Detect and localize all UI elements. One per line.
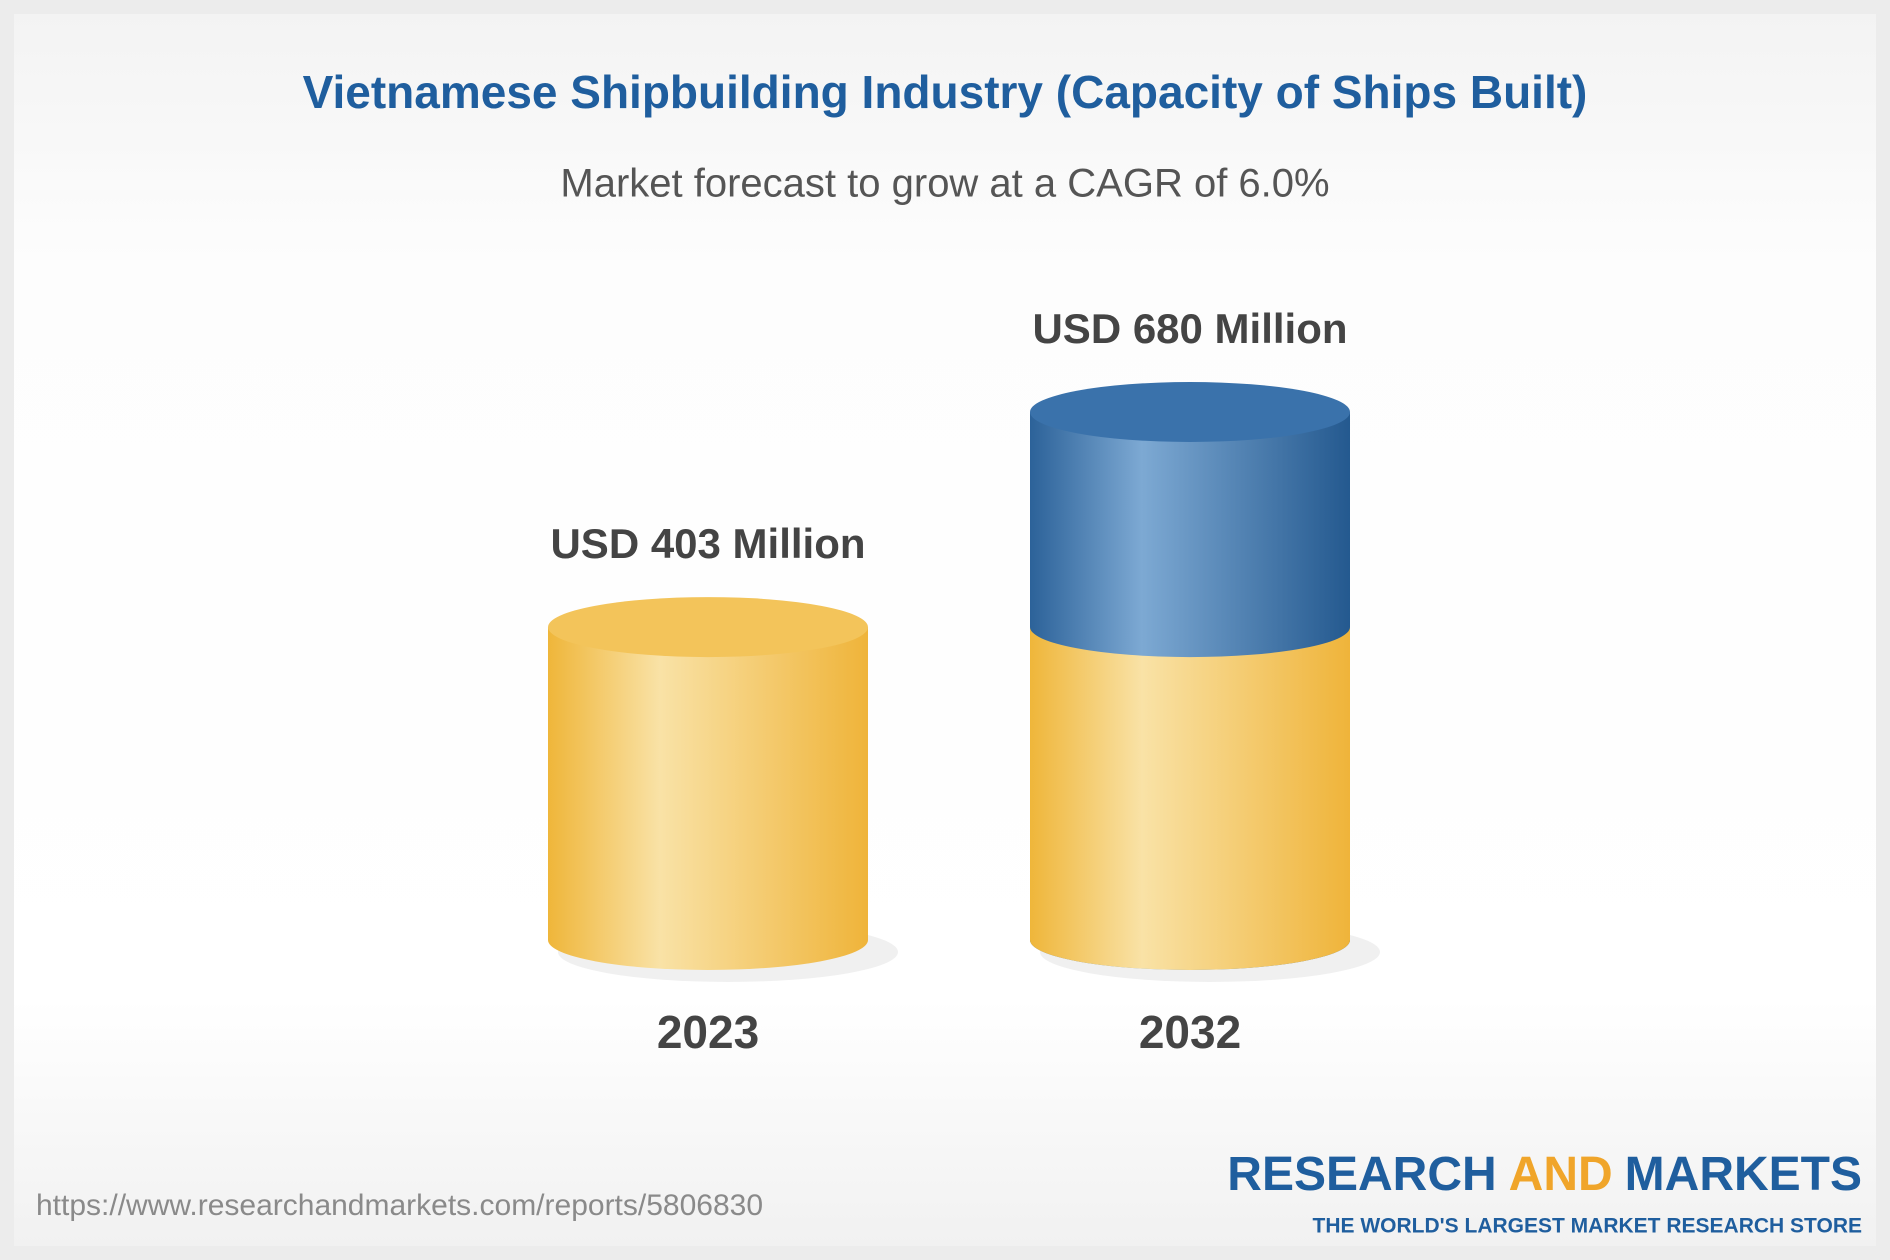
brand-part: AND: [1509, 1148, 1613, 1201]
chart-subtitle: Market forecast to grow at a CAGR of 6.0…: [560, 162, 1329, 206]
x-tick-label: 2032: [1139, 1006, 1241, 1058]
brand-part: MARKETS: [1625, 1148, 1862, 1201]
card: [14, 14, 1876, 1246]
value-label: USD 403 Million: [550, 520, 865, 567]
value-label: USD 680 Million: [1032, 305, 1347, 352]
bar-base-portion: [1030, 627, 1350, 970]
bar-top: [548, 597, 868, 658]
brand-part: RESEARCH: [1227, 1148, 1496, 1201]
bar-top: [1030, 382, 1350, 442]
x-tick-label: 2023: [657, 1006, 759, 1058]
bar: [548, 627, 868, 970]
brand-logo: RESEARCH AND MARKETS: [1227, 1148, 1862, 1201]
brand-tagline: THE WORLD'S LARGEST MARKET RESEARCH STOR…: [1313, 1215, 1862, 1238]
chart-title: Vietnamese Shipbuilding Industry (Capaci…: [303, 66, 1588, 118]
source-url[interactable]: https://www.researchandmarkets.com/repor…: [36, 1189, 763, 1222]
